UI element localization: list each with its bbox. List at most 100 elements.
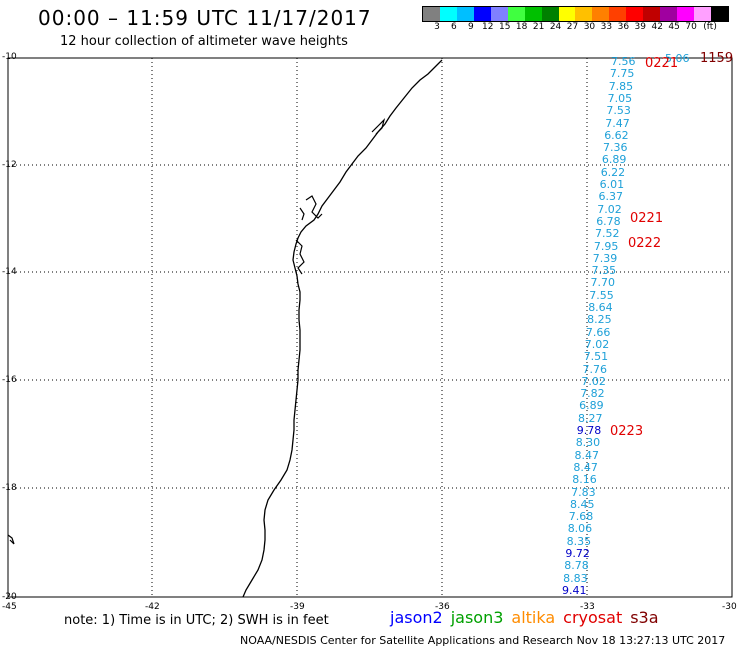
- wave-height-reading: 7.85: [608, 79, 634, 93]
- legend-swatch: [694, 7, 711, 21]
- legend-label: 27: [566, 22, 579, 32]
- legend-swatch: [541, 7, 559, 21]
- legend-swatch: [524, 7, 542, 21]
- wave-height-reading: 7.02: [597, 202, 622, 216]
- satellite-legend: jason2 jason3 altika cryosat s3a: [390, 608, 667, 627]
- legend-label: 21: [532, 22, 545, 32]
- wave-height-reading: 7.51: [583, 350, 609, 364]
- legend-label: 15: [498, 22, 511, 32]
- time-label: 0221: [645, 56, 679, 71]
- satellite-jason2: jason2: [390, 608, 443, 627]
- wave-height-reading: 6.62: [604, 128, 629, 142]
- wave-height-reading: 8.45: [570, 497, 595, 511]
- wave-height-reading: 8.35: [566, 534, 592, 548]
- legend-label: 30: [583, 22, 596, 32]
- satellite-jason3: jason3: [450, 608, 504, 627]
- legend-label: 33: [600, 22, 613, 32]
- lon-label: -39: [290, 602, 305, 612]
- lon-label: -30: [722, 602, 737, 612]
- wave-height-reading: 6.22: [600, 165, 626, 179]
- wave-height-reading: 8.16: [572, 473, 597, 487]
- lat-label: -18: [2, 483, 17, 493]
- wave-height-reading: 7.52: [595, 227, 620, 241]
- wave-height-reading: 8.83: [563, 571, 588, 585]
- legend-swatch: [439, 7, 457, 21]
- lon-label: -36: [435, 602, 450, 612]
- legend-swatch: [643, 7, 661, 21]
- wave-height-reading: 7.05: [607, 91, 633, 105]
- wave-height-reading: 7.53: [606, 104, 631, 118]
- wave-height-reading: 7.56: [611, 55, 636, 68]
- legend-swatch: [592, 7, 610, 21]
- wave-height-reading: 8.06: [567, 522, 593, 536]
- wave-height-reading: 7.35: [591, 264, 617, 278]
- wave-height-reading: 8.30: [575, 436, 601, 450]
- wave-height-reading: 6.89: [601, 153, 627, 167]
- legend-label: (ft): [703, 22, 717, 32]
- satellite-altika: altika: [511, 608, 556, 627]
- wave-height-reading: 7.36: [603, 141, 628, 155]
- footer-credit: NOAA/NESDIS Center for Satellite Applica…: [240, 634, 726, 647]
- lat-label: -20: [2, 592, 17, 602]
- wave-height-reading: 7.95: [593, 239, 619, 253]
- legend-swatch: [626, 7, 644, 21]
- time-label: 0221: [630, 211, 664, 226]
- color-legend: [422, 6, 729, 22]
- lat-label: -10: [2, 52, 17, 62]
- time-label: 0222: [628, 236, 662, 251]
- legend-label: 3: [434, 22, 440, 32]
- wave-height-reading: 7.47: [605, 116, 630, 130]
- satellite-s3a: s3a: [630, 608, 659, 627]
- legend-swatch: [490, 7, 508, 21]
- wave-height-reading: 7.83: [571, 485, 596, 499]
- legend-swatch: [609, 7, 627, 21]
- wave-height-reading: 7.66: [585, 325, 611, 339]
- wave-height-reading: 7.02: [581, 374, 606, 388]
- wave-height-reading: 7.70: [590, 276, 616, 290]
- legend-swatch: [677, 7, 694, 21]
- lat-label: -12: [2, 160, 17, 170]
- color-legend-labels: 3 6 9 12 15 18 21 24 27 30 33 36 39 42 45 70 (ft): [422, 22, 727, 34]
- wave-height-reading: 7.55: [589, 288, 614, 302]
- lon-label: -33: [580, 602, 595, 612]
- wave-height-reading: 9.41: [562, 583, 587, 597]
- page-title: 00:00 – 11:59 UTC 11/17/2017: [38, 6, 372, 30]
- legend-label: 39: [634, 22, 646, 32]
- legend-swatch: [660, 7, 678, 21]
- satellite-cryosat: cryosat: [563, 608, 623, 627]
- legend-label: 42: [651, 22, 663, 32]
- lat-label: -16: [2, 375, 17, 385]
- legend-label: 9: [467, 22, 474, 32]
- lon-label: -45: [2, 602, 17, 612]
- wave-height-reading: 7.68: [568, 510, 594, 524]
- wave-height-reading: 6.78: [596, 214, 621, 228]
- wave-height-reading: 9.78: [576, 424, 602, 437]
- legend-swatch: [456, 7, 474, 21]
- time-label: 1159: [700, 51, 734, 66]
- legend-label: 12: [482, 22, 494, 32]
- coastline: [242, 59, 443, 598]
- legend-swatch: [575, 7, 593, 21]
- legend-swatch: [710, 7, 728, 21]
- wave-height-reading: 8.47: [573, 460, 598, 474]
- wave-height-reading: 6.37: [598, 190, 624, 204]
- note-text: note: 1) Time is in UTC; 2) SWH is in fe…: [64, 613, 329, 628]
- wave-height-reading: 8.25: [587, 313, 612, 327]
- legend-label: 6: [451, 22, 457, 32]
- wave-height-reading: 7.75: [609, 67, 635, 81]
- time-label: 0223: [610, 424, 644, 439]
- legend-swatch: [558, 7, 576, 21]
- wave-height-reading: 8.27: [578, 411, 603, 425]
- wave-height-reading: 8.64: [588, 301, 613, 314]
- wave-height-reading: 6.89: [579, 399, 604, 413]
- legend-swatch: [423, 7, 440, 21]
- legend-label: 45: [668, 22, 680, 32]
- wave-height-reading: 6.01: [599, 178, 625, 191]
- wave-height-reading: 7.82: [580, 387, 605, 401]
- legend-swatch: [473, 7, 491, 21]
- wave-height-reading: 7.02: [584, 337, 610, 351]
- wave-height-reading: 8.78: [564, 559, 589, 573]
- legend-label: 36: [617, 22, 630, 32]
- page-subtitle: 12 hour collection of altimeter wave hei…: [60, 34, 348, 49]
- wave-height-reading: 7.76: [582, 362, 608, 376]
